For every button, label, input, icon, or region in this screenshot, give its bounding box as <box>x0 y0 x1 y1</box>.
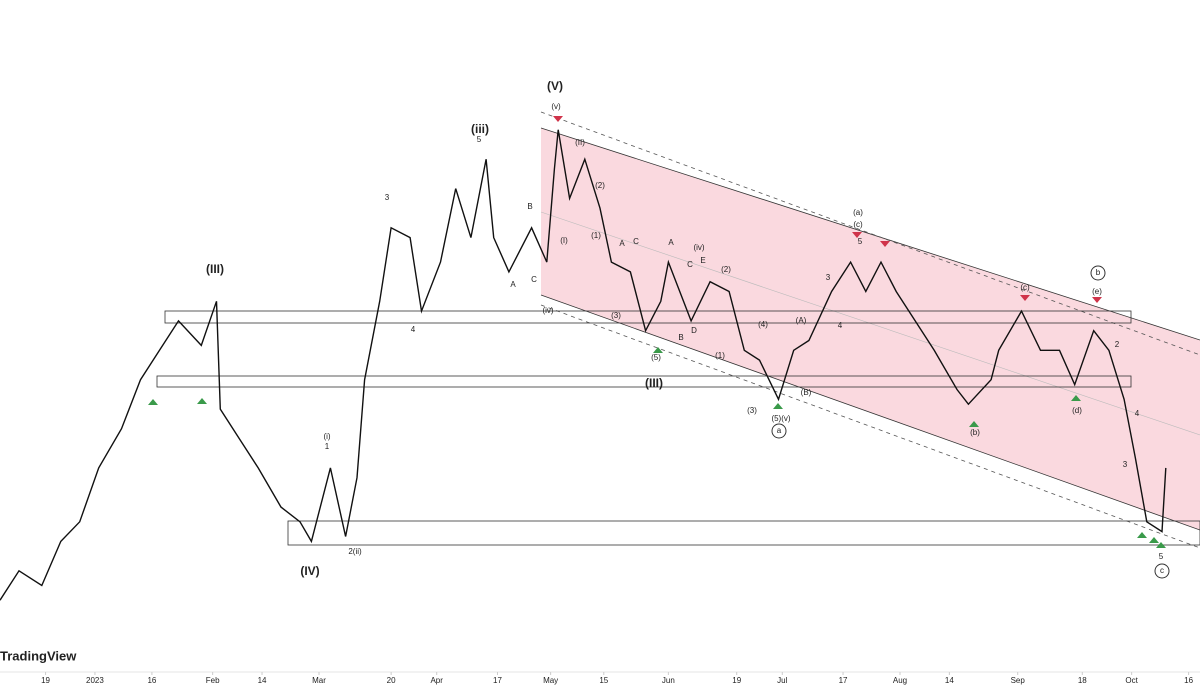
wave-label: C <box>531 275 537 284</box>
channel-edge <box>540 294 1200 531</box>
wave-label: (3) <box>611 311 621 320</box>
channel-dash <box>540 304 1200 549</box>
wave-label: a <box>777 426 782 435</box>
wave-label: (a) <box>853 208 863 217</box>
wave-label: (b) <box>970 428 980 437</box>
wave-label: (i) <box>323 432 330 441</box>
wave-label: 2(ii) <box>348 547 362 556</box>
wave-label: (B) <box>801 388 812 397</box>
wave-label: (I) <box>560 236 568 245</box>
wave-label: E <box>700 256 705 265</box>
x-tick-label: 19 <box>732 676 741 685</box>
wave-label: 5 <box>1159 552 1164 561</box>
wave-label: 4 <box>1135 409 1140 418</box>
wave-label: (v) <box>551 102 561 111</box>
wave-circle <box>1090 265 1106 281</box>
wave-label: (4) <box>758 320 768 329</box>
wave-label: (IV) <box>300 564 319 578</box>
brand-logo: TradingView <box>0 648 77 663</box>
wave-label: (2) <box>595 181 605 190</box>
wave-label: c <box>1160 566 1164 575</box>
wave-label: (II) <box>575 138 585 147</box>
channel-edge <box>540 127 1200 341</box>
wave-label: A <box>510 280 516 289</box>
channel-mid <box>540 211 1200 436</box>
wave-label: 3 <box>385 193 390 202</box>
wave-label: C <box>633 237 639 246</box>
x-tick-label: Mar <box>312 676 326 685</box>
x-tick-label: Jul <box>777 676 787 685</box>
x-tick-label: 14 <box>258 676 267 685</box>
x-tick-label: Apr <box>430 676 443 685</box>
price-line <box>0 129 1167 601</box>
wave-label: B <box>527 202 532 211</box>
wave-label: (1) <box>715 351 725 360</box>
wave-label: (A) <box>796 316 807 325</box>
wave-circle <box>771 423 787 439</box>
wave-label: A <box>619 239 625 248</box>
wave-label: (2) <box>721 265 731 274</box>
wave-label: (e) <box>1092 287 1102 296</box>
x-tick-label: 19 <box>41 676 50 685</box>
wave-label: 3 <box>826 273 831 282</box>
wave-label: C <box>687 260 693 269</box>
wave-label: (1) <box>591 231 601 240</box>
wave-label: (III) <box>206 262 224 276</box>
wave-label: 5 <box>858 237 863 246</box>
x-tick-label: 17 <box>839 676 848 685</box>
wave-label: (c) <box>1020 283 1030 292</box>
wave-label: 1 <box>325 442 330 451</box>
x-tick-label: Feb <box>206 676 220 685</box>
channel-dash <box>540 111 1200 356</box>
sell-markers <box>553 116 1102 303</box>
x-tick-label: 18 <box>1078 676 1087 685</box>
x-tick-label: 2023 <box>86 676 104 685</box>
wave-circle <box>1154 563 1170 579</box>
wave-label: (V) <box>547 79 563 93</box>
x-tick-label: 14 <box>945 676 954 685</box>
wave-label: (iv) <box>542 306 553 315</box>
x-tick-label: 16 <box>147 676 156 685</box>
x-tick-label: 20 <box>387 676 396 685</box>
wave-label: 5 <box>477 135 482 144</box>
wave-label: 3 <box>1123 460 1128 469</box>
wave-label: B <box>678 333 683 342</box>
wave-label: b <box>1096 268 1101 277</box>
zone <box>156 375 1132 388</box>
wave-label: (c) <box>853 220 863 229</box>
buy-markers <box>148 347 1166 548</box>
wave-label: (iii) <box>471 122 489 136</box>
x-tick-label: 17 <box>493 676 502 685</box>
x-tick-label: 16 <box>1184 676 1193 685</box>
x-tick-label: Oct <box>1125 676 1138 685</box>
x-tick-label: Sep <box>1011 676 1026 685</box>
wave-label: D <box>691 326 697 335</box>
x-tick-label: Aug <box>893 676 907 685</box>
wave-label: 4 <box>411 325 416 334</box>
wave-label: (5) <box>651 353 661 362</box>
wave-label: (iv) <box>693 243 704 252</box>
zone <box>287 520 1200 546</box>
wave-label: (d) <box>1072 406 1082 415</box>
x-tick-label: May <box>543 676 558 685</box>
wave-label: (III) <box>645 376 663 390</box>
wave-label: (3) <box>747 406 757 415</box>
wave-label: 4 <box>838 321 843 330</box>
wave-label: A <box>668 238 674 247</box>
x-tick-label: 15 <box>599 676 608 685</box>
wave-label: (5)(v) <box>771 414 790 423</box>
x-tick-label: Jun <box>662 676 675 685</box>
channel <box>541 128 1200 530</box>
wave-label: 2 <box>1115 340 1120 349</box>
zone <box>164 310 1132 324</box>
